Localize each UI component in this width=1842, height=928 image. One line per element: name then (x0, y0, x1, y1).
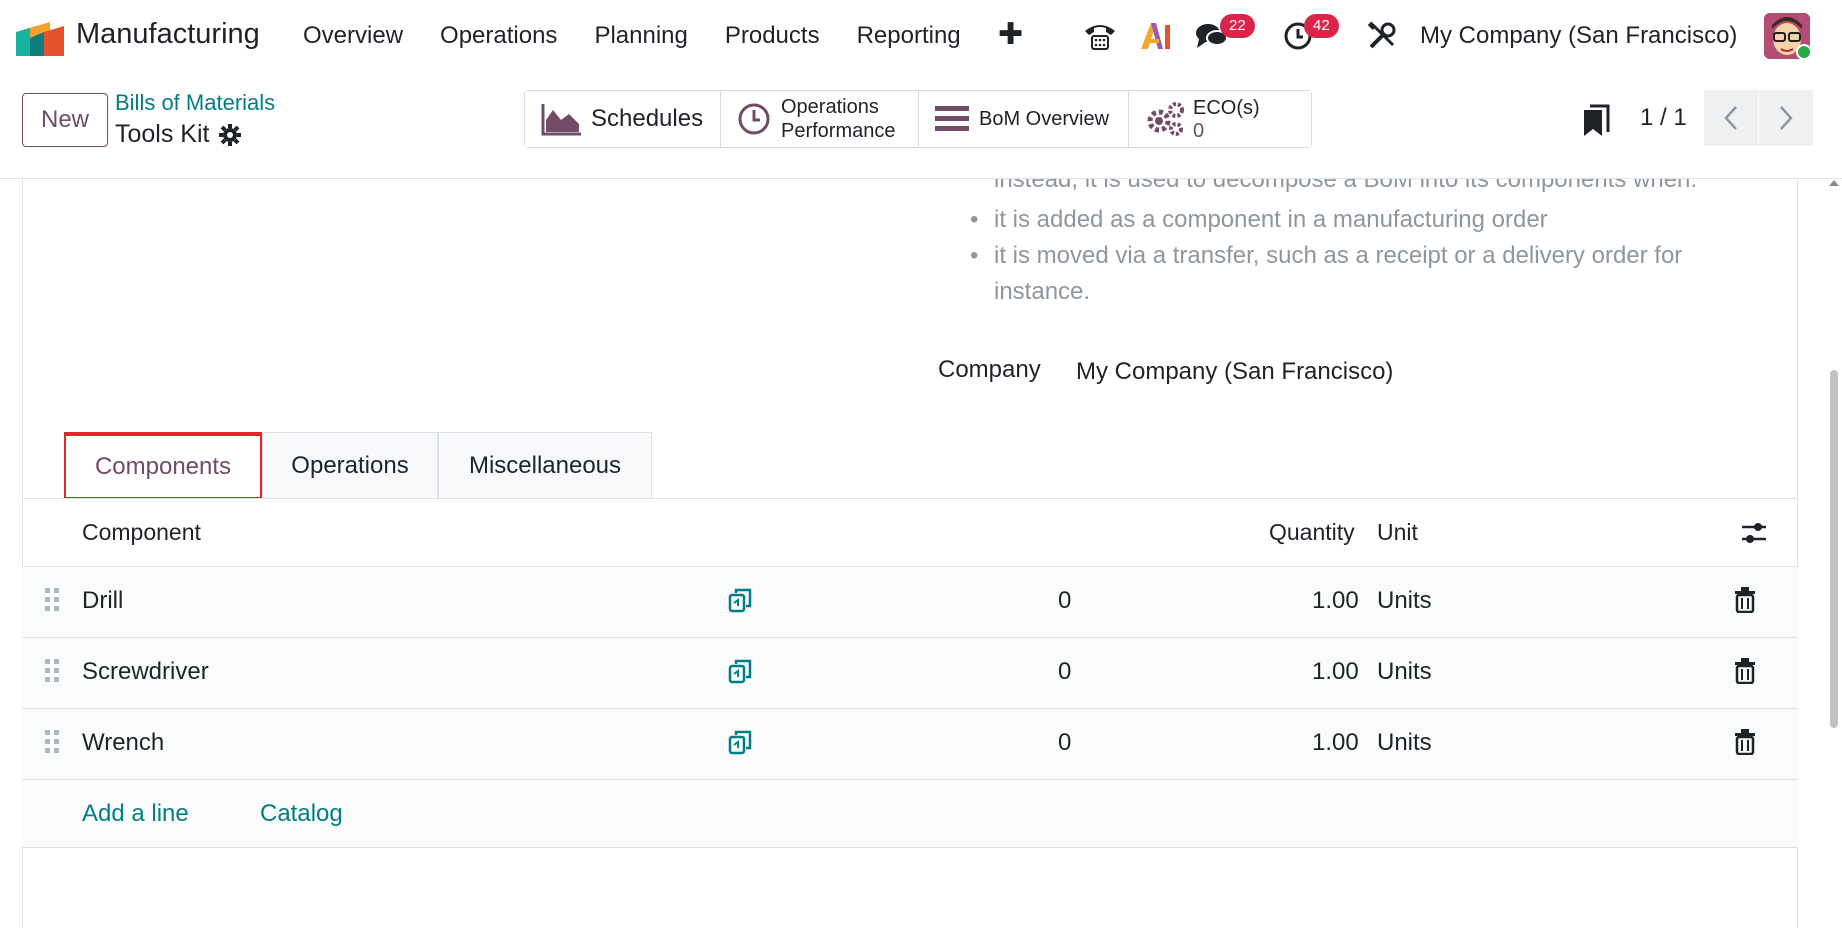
cogs-icon (1147, 102, 1184, 136)
menu-reporting[interactable]: Reporting (856, 22, 961, 49)
column-settings-icon[interactable] (1740, 521, 1768, 545)
column-component[interactable]: Component (82, 519, 201, 545)
quantity-cell[interactable]: 1.00 (1312, 587, 1359, 614)
column-quantity[interactable]: Quantity (1269, 519, 1355, 545)
table-row[interactable]: Drill 0 1.00 Units (22, 567, 1798, 638)
chevron-left-icon (1724, 106, 1737, 130)
area-chart-icon (541, 104, 581, 136)
drag-handle-icon[interactable] (44, 587, 60, 613)
main-menu: Overview Operations Planning Products Re… (303, 22, 998, 50)
bom-type-help-list: • it is added as a component in a manufac… (970, 202, 1730, 310)
scrollbar-thumb[interactable] (1830, 370, 1838, 728)
unit-cell[interactable]: Units (1377, 729, 1432, 756)
trash-icon[interactable] (1734, 658, 1756, 684)
on-hand-quantity: 0 (1058, 587, 1072, 614)
phone-icon[interactable] (1082, 18, 1118, 54)
menu-operations[interactable]: Operations (440, 22, 558, 49)
bom-overview-label: BoM Overview (979, 108, 1110, 130)
component-name[interactable]: Drill (82, 587, 124, 614)
table-row[interactable]: Wrench 0 1.00 Units (22, 709, 1798, 780)
manufacturing-app-icon[interactable] (16, 18, 64, 56)
tabs-divider (22, 498, 1798, 499)
pager-previous-button[interactable] (1704, 90, 1758, 146)
pager-value[interactable]: 1 / 1 (1640, 104, 1687, 131)
unit-cell[interactable]: Units (1377, 587, 1432, 614)
pager-next-button[interactable] (1759, 90, 1813, 146)
tab-components[interactable]: Components (64, 432, 262, 499)
list-item: • it is moved via a transfer, such as a r… (970, 242, 1683, 305)
menu-overview[interactable]: Overview (303, 22, 404, 49)
scroll-up-arrow[interactable] (1829, 180, 1839, 186)
trash-icon[interactable] (1734, 729, 1756, 755)
operations-performance-label-1: Operations (781, 96, 879, 118)
bom-type-help-text: instead, it is used to decompose a BoM i… (994, 166, 1698, 193)
record-title: Tools Kit (115, 120, 242, 149)
quantity-cell[interactable]: 1.00 (1312, 729, 1359, 756)
settings-tools-icon[interactable] (1364, 18, 1400, 54)
smart-buttons: Schedules Operations Performance BoM Ove… (524, 90, 1312, 148)
top-navbar: Manufacturing Overview Operations Planni… (0, 0, 1842, 74)
on-hand-quantity: 0 (1058, 658, 1072, 685)
company-field[interactable]: My Company (San Francisco) (1076, 358, 1394, 385)
bookmark-icon[interactable] (1582, 104, 1610, 138)
copy-icon[interactable] (728, 729, 754, 757)
catalog-link[interactable]: Catalog (260, 800, 343, 827)
menu-products[interactable]: Products (724, 22, 820, 49)
new-button[interactable]: New (22, 93, 108, 147)
eco-label: ECO(s) (1193, 97, 1260, 119)
list-bars-icon (935, 106, 969, 131)
app-name[interactable]: Manufacturing (76, 18, 260, 50)
control-panel: New Bills of Materials Tools Kit Schedul… (0, 74, 1842, 179)
gear-icon[interactable] (219, 123, 242, 146)
components-table: Component Quantity Unit Drill 0 1.00 Uni… (22, 499, 1798, 848)
drag-handle-icon[interactable] (44, 729, 60, 755)
table-header: Component Quantity Unit (22, 499, 1798, 567)
bom-overview-button[interactable]: BoM Overview (919, 91, 1129, 147)
eco-count: 0 (1193, 120, 1205, 142)
company-switcher[interactable]: My Company (San Francisco) (1420, 22, 1738, 49)
operations-performance-label-2: Performance (781, 120, 896, 142)
on-hand-quantity: 0 (1058, 729, 1072, 756)
table-row[interactable]: Screwdriver 0 1.00 Units (22, 638, 1798, 709)
column-unit[interactable]: Unit (1377, 519, 1418, 545)
messages-badge: 22 (1220, 14, 1255, 38)
schedules-label: Schedules (591, 105, 704, 132)
trash-icon[interactable] (1734, 587, 1756, 613)
operations-performance-button[interactable]: Operations Performance (721, 91, 919, 147)
clock-icon (738, 103, 770, 135)
record-name: Tools Kit (115, 120, 210, 148)
component-name[interactable]: Wrench (82, 729, 165, 756)
copy-icon[interactable] (728, 658, 754, 686)
breadcrumb-bills-of-materials[interactable]: Bills of Materials (115, 90, 276, 115)
menu-planning[interactable]: Planning (594, 22, 688, 49)
tab-miscellaneous[interactable]: Miscellaneous (438, 432, 652, 499)
notebook-tabs: Components Operations Miscellaneous (64, 432, 652, 499)
messages-icon[interactable] (1194, 18, 1230, 54)
schedules-button[interactable]: Schedules (525, 91, 721, 147)
tab-operations[interactable]: Operations (262, 432, 438, 499)
unit-cell[interactable]: Units (1377, 658, 1432, 685)
table-footer: Add a line Catalog (22, 780, 1798, 848)
ai-icon[interactable] (1138, 18, 1174, 54)
list-item: • it is added as a component in a manufac… (970, 206, 1548, 233)
company-label: Company (938, 356, 1041, 383)
plus-icon[interactable]: ✚ (998, 18, 1024, 51)
quantity-cell[interactable]: 1.00 (1312, 658, 1359, 685)
chevron-right-icon (1780, 106, 1793, 130)
activities-badge: 42 (1304, 14, 1339, 38)
online-status-dot (1796, 44, 1812, 60)
copy-icon[interactable] (728, 587, 754, 615)
eco-button[interactable]: ECO(s) 0 (1129, 91, 1311, 147)
drag-handle-icon[interactable] (44, 658, 60, 684)
component-name[interactable]: Screwdriver (82, 658, 209, 685)
add-line-link[interactable]: Add a line (82, 800, 189, 827)
